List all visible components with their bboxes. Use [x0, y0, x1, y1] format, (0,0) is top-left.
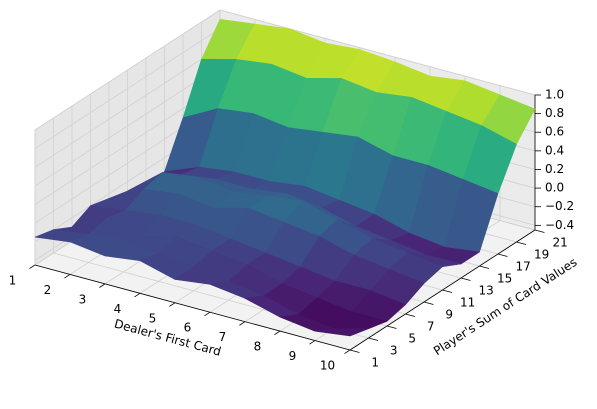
y-tick	[386, 325, 397, 329]
axis-line	[349, 229, 536, 351]
z-tick-label: 1.0	[545, 88, 564, 102]
z-tick-label: 0.6	[545, 125, 564, 139]
y-tick	[349, 349, 360, 353]
y-tick	[423, 301, 434, 305]
z-tick-label: 0.2	[545, 162, 564, 176]
x-tick	[64, 274, 71, 279]
surface-patch	[314, 328, 369, 337]
x-tick-label: 7	[219, 330, 227, 344]
y-tick-label: 11	[460, 295, 475, 309]
y-tick	[405, 313, 416, 317]
y-tick-label: 5	[408, 331, 416, 345]
x-tick-label: 10	[320, 359, 335, 373]
grid-line	[53, 118, 369, 339]
x-tick-label: 5	[149, 311, 157, 325]
z-tick-label: −0.2	[545, 199, 574, 213]
x-tick-label: 6	[184, 321, 192, 335]
x-tick	[99, 283, 106, 288]
x-tick	[239, 321, 246, 326]
x-tick-label: 8	[254, 340, 262, 354]
y-tick	[368, 337, 379, 341]
x-tick-label: 3	[79, 292, 87, 306]
y-tick-label: 13	[479, 283, 494, 297]
y-tick-label: 7	[427, 319, 435, 333]
x-tick	[169, 302, 176, 307]
z-tick-label: 0.0	[545, 181, 564, 195]
x-tick	[29, 264, 36, 269]
y-tick-label: 19	[534, 247, 549, 261]
x-tick-label: 1	[9, 274, 17, 288]
x-tick	[134, 292, 141, 298]
axis-line	[34, 264, 351, 351]
x-tick	[204, 311, 211, 317]
y-tick	[516, 241, 527, 245]
y-tick-label: 1	[371, 355, 379, 369]
x-tick	[344, 349, 351, 354]
x-tick-label: 4	[114, 302, 122, 316]
y-tick-label: 15	[497, 271, 512, 285]
x-tick	[309, 340, 316, 345]
y-tick-label: 17	[516, 259, 531, 273]
x-tick-label: 2	[44, 283, 52, 297]
y-tick	[497, 253, 508, 257]
x-axis-label: Dealer's First Card	[113, 317, 223, 359]
y-tick	[534, 229, 545, 233]
grid-line	[34, 9, 536, 131]
y-tick	[479, 265, 490, 269]
y-tick	[442, 289, 453, 293]
y-tick-label: 21	[553, 235, 568, 249]
y-tick-label: 3	[390, 343, 398, 357]
z-tick-label: 0.8	[545, 106, 564, 120]
y-tick-label: 9	[445, 307, 453, 321]
z-tick-label: 0.4	[545, 143, 564, 157]
x-tick	[274, 330, 281, 336]
x-tick-label: 9	[289, 349, 297, 363]
y-tick	[460, 277, 471, 281]
z-tick-label: −0.4	[545, 218, 574, 232]
